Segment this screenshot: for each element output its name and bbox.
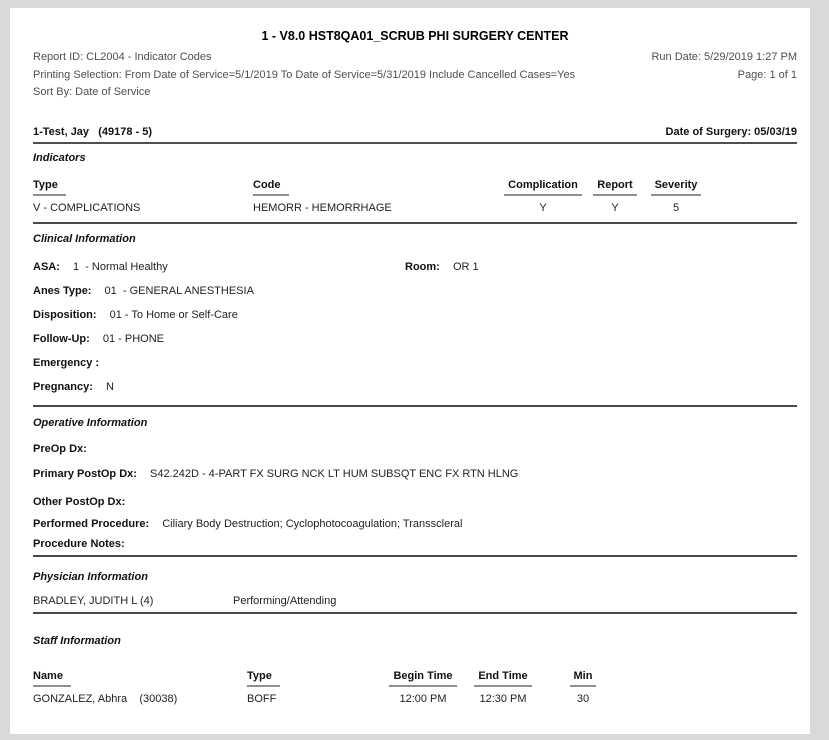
preop-dx-label: PreOp Dx: — [33, 442, 87, 455]
field-asa: ASA: 1 - Normal Healthy Room: OR 1 — [33, 260, 797, 274]
physician-role: Performing/Attending — [233, 594, 337, 607]
section-divider — [33, 221, 797, 224]
asa-label: ASA: — [33, 260, 60, 273]
indicators-table-row: V - COMPLICATIONS HEMORR - HEMORRHAGE Y … — [33, 201, 797, 215]
field-performed-procedure: Performed Procedure: Ciliary Body Destru… — [33, 517, 797, 531]
col-header-complication: Complication — [502, 178, 584, 196]
emergency-label: Emergency : — [33, 356, 100, 369]
meta-row-2: Printing Selection: From Date of Service… — [33, 67, 797, 85]
section-title-indicators: Indicators — [33, 151, 86, 164]
section-title-staff: Staff Information — [33, 634, 121, 647]
col-header-report: Report — [584, 178, 646, 196]
col-header-type: Type — [33, 178, 253, 196]
printing-selection: Printing Selection: From Date of Service… — [33, 68, 576, 81]
report-page: 1 - V8.0 HST8QA01_SCRUB PHI SURGERY CENT… — [10, 8, 810, 734]
staff-name: GONZALEZ, Abhra (30038) — [33, 692, 178, 705]
field-procedure-notes: Procedure Notes: — [33, 537, 797, 551]
section-title-clinical: Clinical Information — [33, 232, 136, 245]
anes-type-value: 01 - GENERAL ANESTHESIA — [104, 284, 254, 297]
disposition-value: 01 - To Home or Self-Care — [109, 308, 238, 321]
patient-name: 1-Test, Jay (49178 - 5) — [33, 125, 153, 138]
field-disposition: Disposition: 01 - To Home or Self-Care — [33, 308, 797, 322]
sort-by: Sort By: Date of Service — [33, 86, 151, 98]
physician-row: BRADLEY, JUDITH L (4) Performing/Attendi… — [33, 594, 797, 614]
pregnancy-label: Pregnancy: — [33, 380, 93, 393]
field-other-postop-dx: Other PostOp Dx: — [33, 495, 797, 509]
col-header-severity: Severity — [646, 178, 706, 196]
staff-min: 30 — [576, 692, 590, 705]
room-value: OR 1 — [453, 260, 479, 273]
section-title-physician: Physician Information — [33, 570, 148, 583]
indicator-complication: Y — [539, 201, 547, 214]
indicator-code: HEMORR - HEMORRHAGE — [253, 201, 392, 214]
pregnancy-value: N — [105, 380, 114, 393]
staff-end-time: 12:30 PM — [479, 692, 527, 705]
staff-type: BOFF — [247, 692, 277, 705]
section-title-operative: Operative Information — [33, 416, 148, 429]
indicators-table-header: Type Code Complication Report Severity — [33, 178, 797, 196]
field-follow-up: Follow-Up: 01 - PHONE — [33, 332, 797, 346]
col-header-min: Min — [548, 669, 618, 687]
asa-value: 1 - Normal Healthy — [72, 260, 168, 273]
report-id: Report ID: CL2004 - Indicator Codes — [33, 51, 212, 63]
follow-up-label: Follow-Up: — [33, 332, 90, 345]
field-emergency: Emergency : — [33, 356, 797, 370]
staff-begin-time: 12:00 PM — [399, 692, 447, 705]
field-pregnancy: Pregnancy: N — [33, 380, 797, 394]
field-anes-type: Anes Type: 01 - GENERAL ANESTHESIA — [33, 284, 797, 298]
indicator-report: Y — [611, 201, 619, 214]
disposition-label: Disposition: — [33, 308, 97, 321]
col-header-code: Code — [253, 178, 502, 196]
field-primary-postop-dx: Primary PostOp Dx: S42.242D - 4-PART FX … — [33, 467, 797, 481]
col-header-begin-time: Begin Time — [388, 669, 458, 687]
other-postop-dx-label: Other PostOp Dx: — [33, 495, 126, 508]
physician-name: BRADLEY, JUDITH L (4) — [33, 594, 154, 607]
report-title: 1 - V8.0 HST8QA01_SCRUB PHI SURGERY CENT… — [261, 29, 569, 43]
staff-table-row: GONZALEZ, Abhra (30038) BOFF 12:00 PM 12… — [33, 692, 797, 706]
patient-header: 1-Test, Jay (49178 - 5) Date of Surgery:… — [33, 125, 797, 144]
procedure-notes-label: Procedure Notes: — [33, 537, 125, 550]
report-meta: Report ID: CL2004 - Indicator Codes Run … — [33, 49, 797, 102]
anes-type-label: Anes Type: — [33, 284, 92, 297]
run-date: Run Date: 5/29/2019 1:27 PM — [651, 51, 797, 63]
primary-postop-dx-value: S42.242D - 4-PART FX SURG NCK LT HUM SUB… — [149, 467, 519, 480]
section-divider — [33, 554, 797, 557]
col-header-end-time: End Time — [458, 669, 548, 687]
page-number: Page: 1 of 1 — [737, 68, 797, 81]
indicator-severity: 5 — [672, 201, 680, 214]
follow-up-value: 01 - PHONE — [102, 332, 165, 345]
staff-table-header: Name Type Begin Time End Time Min — [33, 669, 797, 687]
meta-row-1: Report ID: CL2004 - Indicator Codes Run … — [33, 49, 797, 67]
date-of-surgery: Date of Surgery: 05/03/19 — [665, 125, 797, 138]
performed-procedure-label: Performed Procedure: — [33, 517, 150, 530]
performed-procedure-value: Ciliary Body Destruction; Cyclophotocoag… — [162, 517, 463, 530]
field-preop-dx: PreOp Dx: — [33, 442, 797, 456]
section-divider — [33, 404, 797, 407]
col-header-staff-type: Type — [247, 669, 388, 687]
primary-postop-dx-label: Primary PostOp Dx: — [33, 467, 137, 480]
col-header-name: Name — [33, 669, 247, 687]
indicator-type: V - COMPLICATIONS — [33, 201, 141, 214]
room-label: Room: — [405, 260, 440, 273]
meta-row-3: Sort By: Date of Service — [33, 84, 797, 102]
